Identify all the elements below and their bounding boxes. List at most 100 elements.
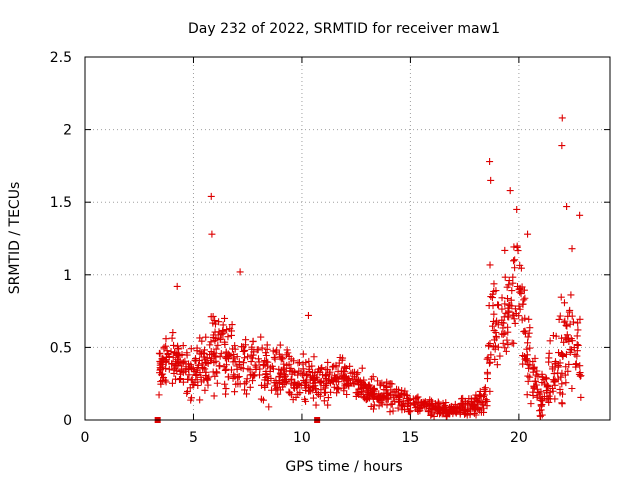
data-point bbox=[172, 375, 180, 383]
data-point bbox=[468, 397, 476, 405]
data-point bbox=[350, 380, 358, 388]
data-point bbox=[498, 294, 506, 302]
data-point bbox=[396, 392, 404, 400]
data-point bbox=[523, 345, 531, 353]
data-point bbox=[228, 321, 236, 329]
data-point bbox=[484, 370, 492, 378]
data-point bbox=[360, 394, 368, 402]
data-point bbox=[517, 264, 525, 272]
data-point bbox=[502, 347, 510, 355]
y-tick-label: 2 bbox=[63, 123, 72, 139]
data-point bbox=[165, 365, 173, 373]
data-point bbox=[174, 361, 182, 369]
data-point bbox=[236, 268, 244, 276]
data-point bbox=[262, 370, 270, 378]
data-point bbox=[294, 359, 302, 367]
data-point bbox=[441, 409, 449, 417]
data-point bbox=[163, 347, 171, 355]
data-point bbox=[491, 342, 499, 350]
data-point bbox=[571, 350, 579, 358]
data-point bbox=[493, 361, 501, 369]
data-point bbox=[256, 365, 264, 373]
data-point bbox=[365, 391, 373, 399]
data-point bbox=[300, 369, 308, 377]
data-point bbox=[274, 390, 282, 398]
data-point bbox=[227, 366, 235, 374]
data-point bbox=[542, 374, 550, 382]
data-point bbox=[172, 350, 180, 358]
data-point bbox=[490, 280, 498, 288]
data-point bbox=[486, 387, 494, 395]
data-point bbox=[233, 353, 241, 361]
data-point bbox=[216, 362, 224, 370]
data-point bbox=[179, 378, 187, 386]
data-point bbox=[243, 375, 251, 383]
data-point bbox=[503, 336, 511, 344]
data-point bbox=[375, 402, 383, 410]
data-point bbox=[403, 394, 411, 402]
data-point bbox=[335, 359, 343, 367]
data-point bbox=[574, 326, 582, 334]
data-point bbox=[221, 354, 229, 362]
data-point bbox=[160, 343, 168, 351]
data-point bbox=[192, 371, 200, 379]
data-point bbox=[529, 391, 537, 399]
data-point bbox=[524, 377, 532, 385]
data-point bbox=[509, 311, 517, 319]
data-point bbox=[157, 371, 165, 379]
data-point bbox=[192, 357, 200, 365]
data-point bbox=[486, 358, 494, 366]
data-point bbox=[162, 358, 170, 366]
data-point bbox=[269, 365, 277, 373]
data-point bbox=[463, 399, 471, 407]
data-point bbox=[529, 368, 537, 376]
data-point bbox=[501, 246, 509, 254]
data-point bbox=[324, 358, 332, 366]
data-point bbox=[566, 320, 574, 328]
data-point bbox=[573, 332, 581, 340]
data-point bbox=[182, 367, 190, 375]
data-point bbox=[389, 407, 397, 415]
data-point bbox=[175, 345, 183, 353]
data-point bbox=[252, 363, 260, 371]
x-tick-label: 15 bbox=[401, 430, 419, 446]
data-point bbox=[574, 341, 582, 349]
data-point bbox=[534, 389, 542, 397]
data-point bbox=[312, 401, 320, 409]
data-point bbox=[193, 347, 201, 355]
data-point bbox=[350, 373, 358, 381]
data-point bbox=[377, 398, 385, 406]
data-point bbox=[399, 397, 407, 405]
data-point bbox=[529, 358, 537, 366]
data-point bbox=[527, 400, 535, 408]
data-point bbox=[487, 293, 495, 301]
data-point bbox=[227, 331, 235, 339]
data-point bbox=[201, 386, 209, 394]
y-tick-label: 1.5 bbox=[50, 195, 72, 211]
data-point bbox=[294, 371, 302, 379]
data-point bbox=[570, 344, 578, 352]
data-point bbox=[521, 294, 529, 302]
data-point bbox=[304, 311, 312, 319]
data-point bbox=[533, 381, 541, 389]
data-point bbox=[187, 361, 195, 369]
data-point bbox=[501, 273, 509, 281]
data-point bbox=[534, 372, 542, 380]
data-point bbox=[537, 402, 545, 410]
data-point bbox=[327, 376, 335, 384]
data-point bbox=[262, 349, 270, 357]
data-point bbox=[344, 380, 352, 388]
data-point bbox=[490, 310, 498, 318]
data-point bbox=[244, 353, 252, 361]
y-tick-label: 0 bbox=[63, 413, 72, 429]
data-point bbox=[530, 363, 538, 371]
data-point bbox=[554, 363, 562, 371]
data-point bbox=[532, 377, 540, 385]
data-point bbox=[207, 348, 215, 356]
data-point bbox=[505, 277, 513, 285]
data-point bbox=[450, 407, 458, 415]
x-tick-label: 20 bbox=[510, 430, 528, 446]
data-point bbox=[317, 377, 325, 385]
data-point bbox=[341, 368, 349, 376]
data-point bbox=[504, 341, 512, 349]
